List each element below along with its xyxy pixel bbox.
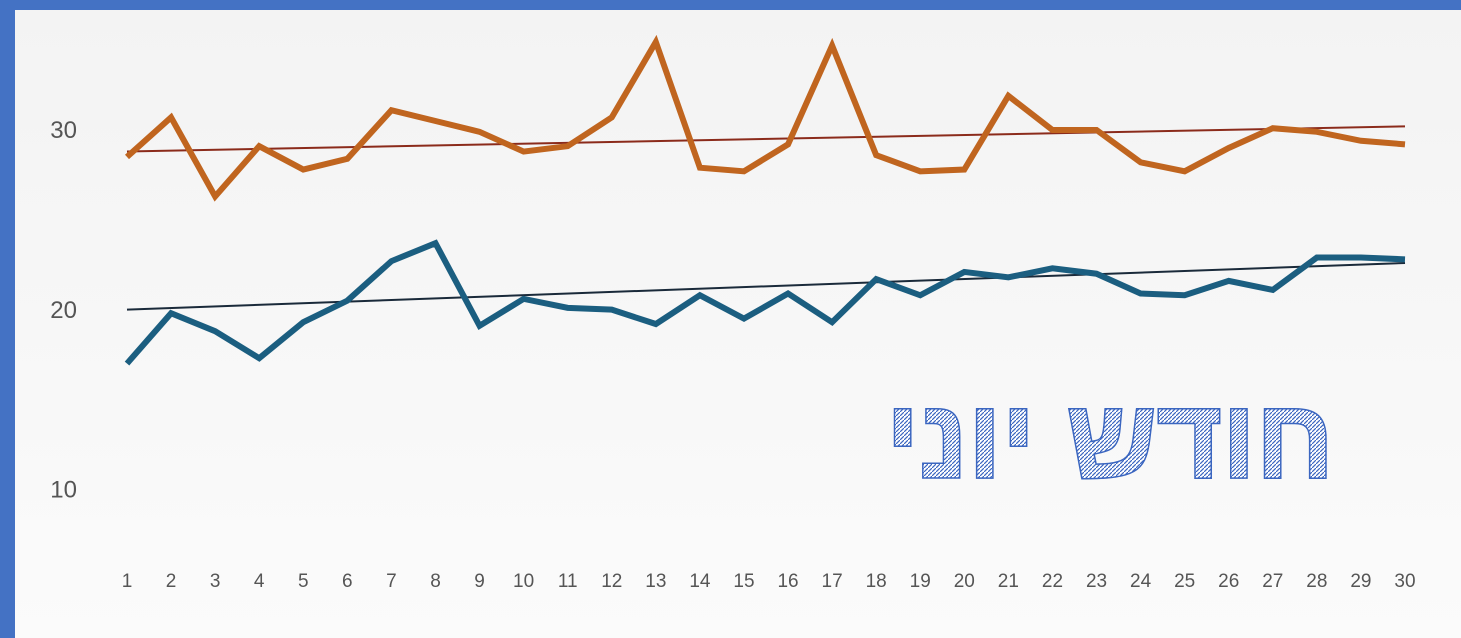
x-tick-label: 10	[513, 571, 534, 592]
y-tick-label: 20	[50, 297, 77, 324]
x-tick-label: 6	[342, 571, 353, 592]
x-tick-label: 8	[430, 571, 441, 592]
x-tick-label: 26	[1218, 571, 1239, 592]
chart-title: חודש יוני	[886, 377, 1334, 502]
x-tick-label: 14	[689, 571, 711, 592]
x-tick-label: 27	[1262, 571, 1283, 592]
x-tick-label: 22	[1042, 571, 1063, 592]
x-tick-label: 30	[1394, 571, 1415, 592]
x-tick-label: 4	[254, 571, 265, 592]
x-tick-label: 9	[474, 571, 485, 592]
data-line	[124, 34, 1406, 202]
x-tick-label: 12	[601, 571, 622, 592]
x-tick-label: 13	[645, 571, 666, 592]
x-tick-label: 24	[1130, 571, 1152, 592]
x-tick-label: 18	[866, 571, 887, 592]
x-tick-label: 5	[298, 571, 309, 592]
data-line	[124, 239, 1406, 366]
x-tick-label: 11	[558, 571, 578, 592]
x-tick-label: 1	[122, 571, 133, 592]
trend-line	[126, 125, 1406, 153]
x-tick-label: 17	[822, 571, 843, 592]
x-tick-label: 28	[1306, 571, 1327, 592]
background	[15, 10, 1461, 638]
x-tick-label: 3	[210, 571, 221, 592]
x-tick-label: 15	[733, 571, 754, 592]
x-tick-label: 21	[998, 571, 1019, 592]
y-tick-label: 10	[50, 476, 77, 503]
x-tick-label: 2	[166, 571, 177, 592]
x-tick-label: 19	[910, 571, 931, 592]
x-tick-label: 20	[954, 571, 975, 592]
x-tick-label: 23	[1086, 571, 1107, 592]
x-tick-label: 16	[777, 571, 798, 592]
x-tick-label: 7	[386, 571, 397, 592]
y-tick-label: 30	[50, 117, 77, 144]
x-tick-label: 29	[1350, 571, 1371, 592]
x-tick-label: 25	[1174, 571, 1195, 592]
